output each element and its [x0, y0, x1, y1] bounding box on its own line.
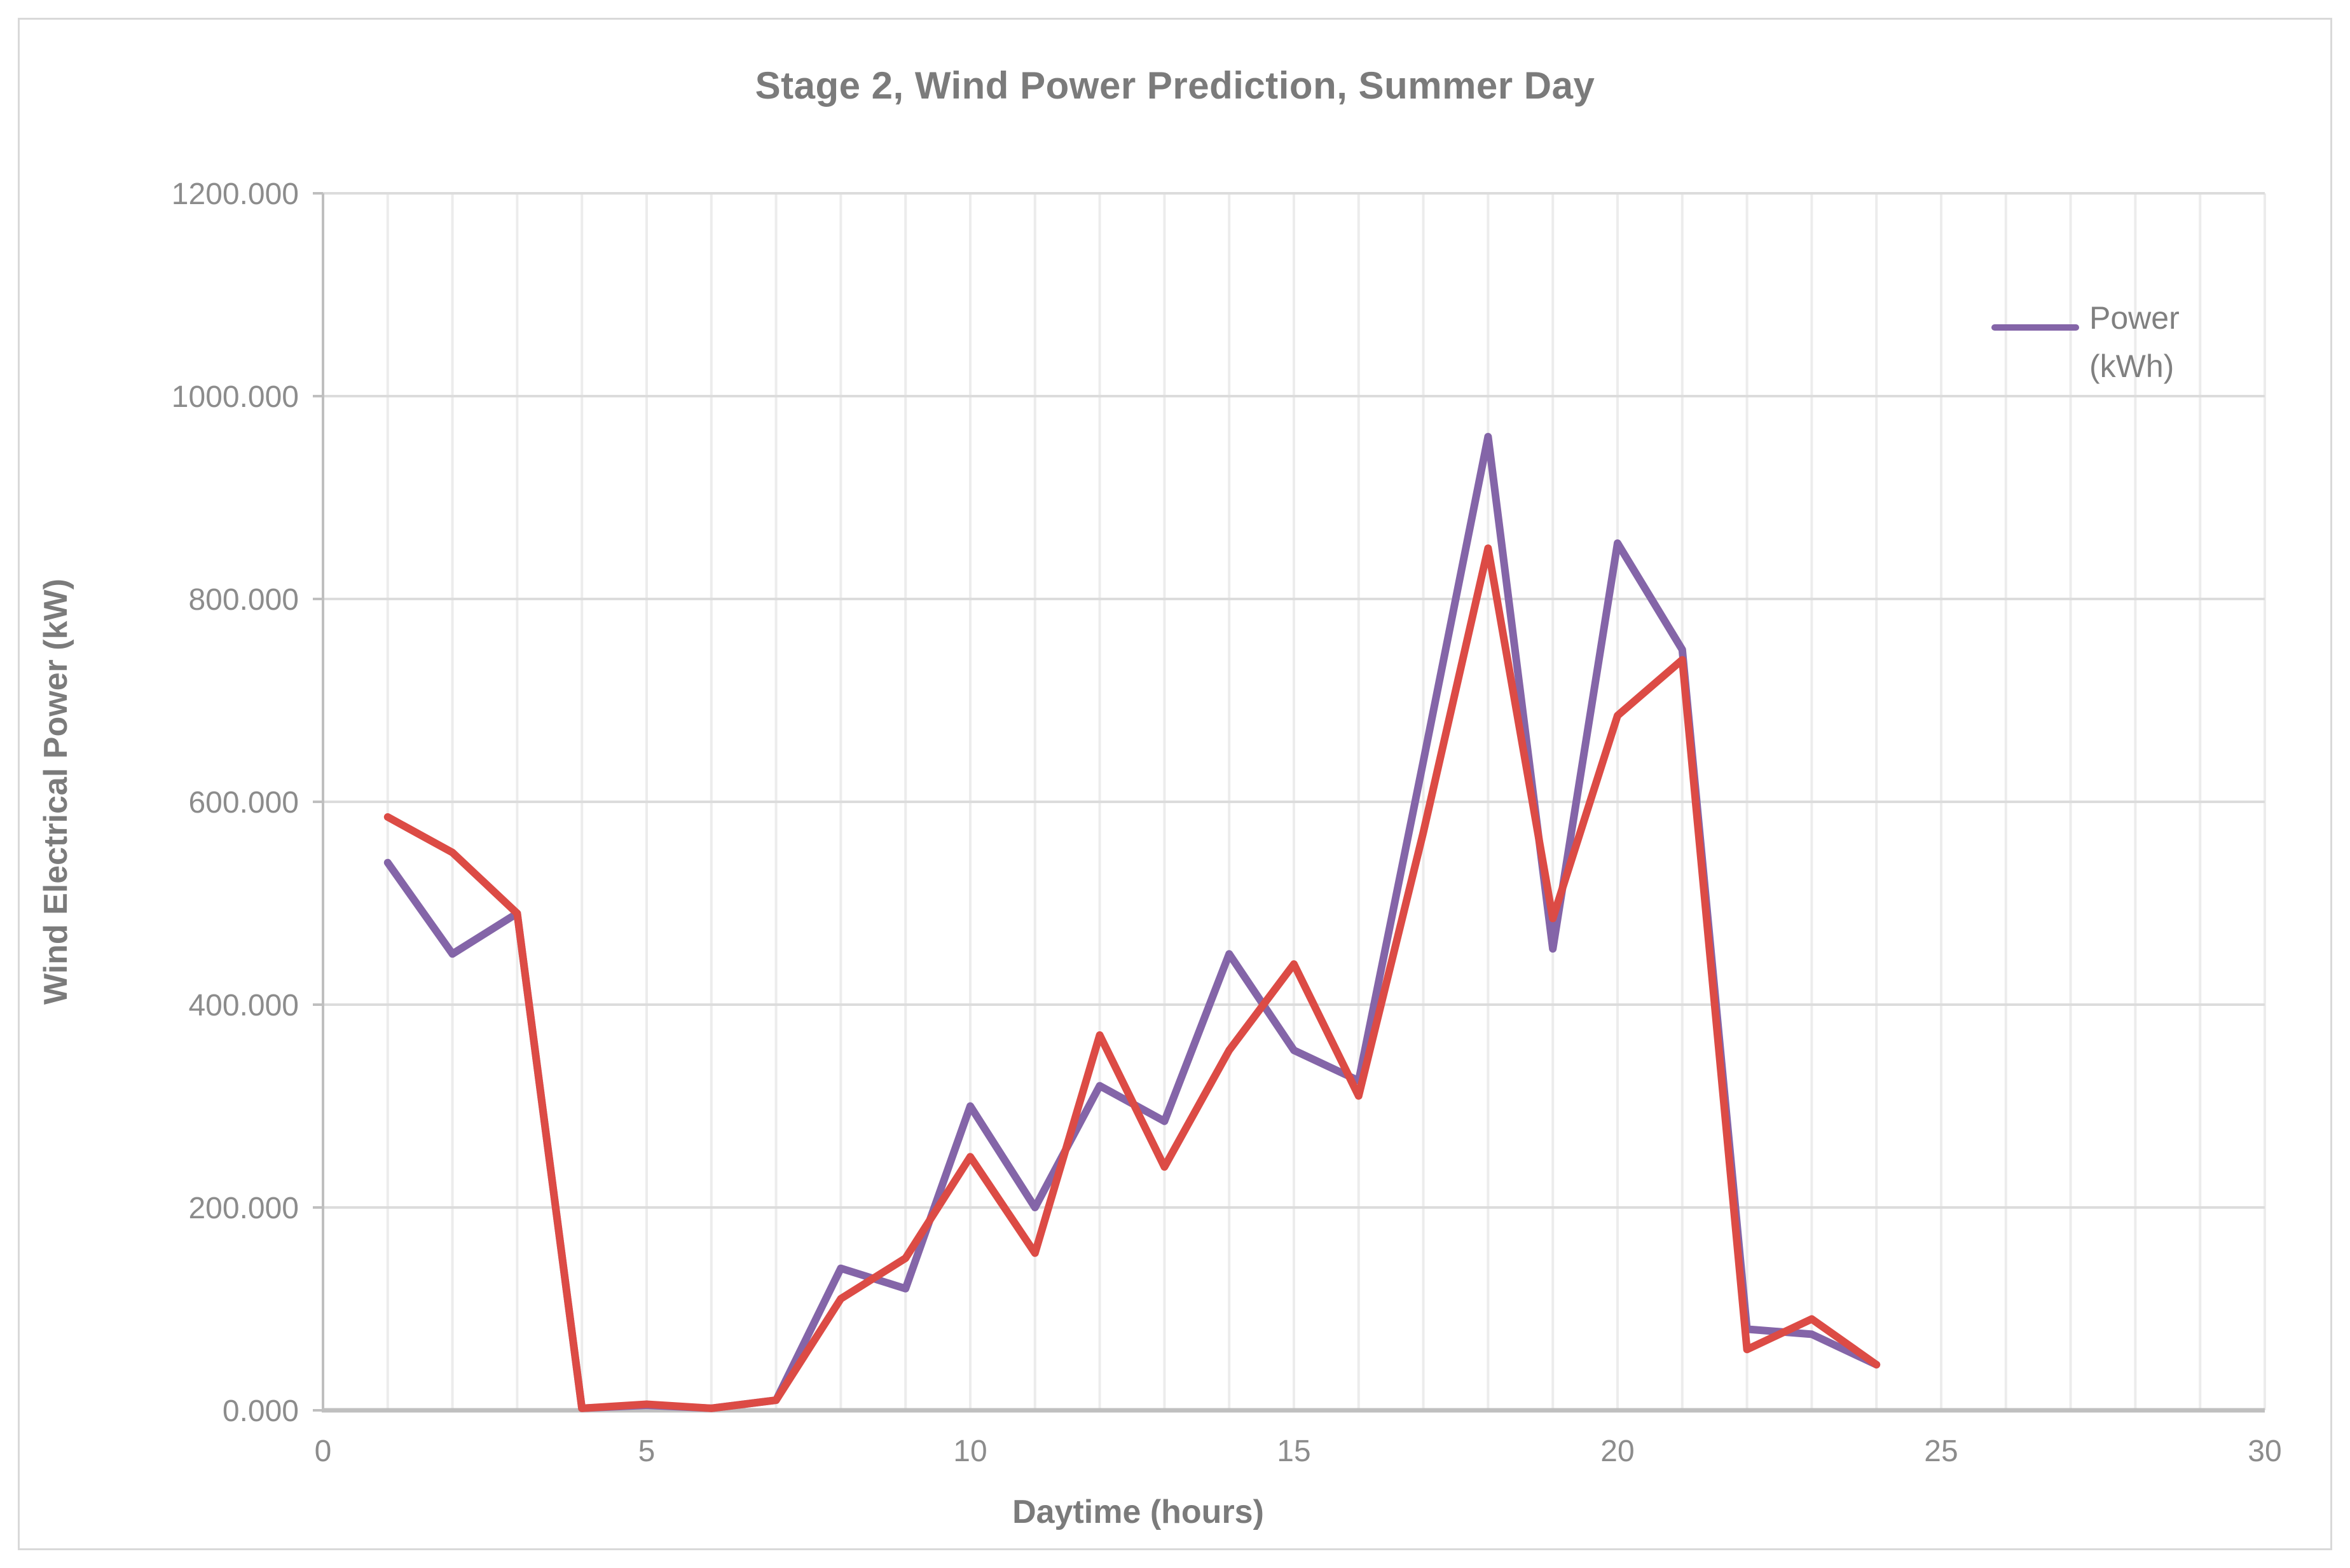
- svg-text:30: 30: [2248, 1434, 2281, 1468]
- svg-text:0: 0: [315, 1434, 332, 1468]
- svg-text:800.000: 800.000: [188, 583, 299, 617]
- svg-text:1000.000: 1000.000: [172, 380, 299, 414]
- legend-label-line2: (kWh): [2089, 348, 2175, 384]
- series-power-line: [383, 432, 1881, 1412]
- svg-text:1200.000: 1200.000: [172, 177, 299, 211]
- x-axis-title: Daytime (hours): [1012, 1494, 1264, 1530]
- legend-line-swatch: [1991, 324, 2079, 331]
- svg-text:15: 15: [1277, 1434, 1310, 1468]
- chart-outer-border: [18, 18, 2332, 1550]
- svg-text:10: 10: [953, 1434, 987, 1468]
- horizontal-gridlines: [323, 192, 2265, 1209]
- svg-text:5: 5: [638, 1434, 656, 1468]
- legend-label-line1: Power: [2089, 300, 2180, 336]
- svg-text:600.000: 600.000: [188, 786, 299, 820]
- svg-text:20: 20: [1600, 1434, 1634, 1468]
- axis-lines: [313, 192, 2265, 1413]
- x-tick-labels: 0 5 10 15 20 25 30: [315, 1434, 2282, 1468]
- chart-title: Stage 2, Wind Power Prediction, Summer D…: [755, 64, 1595, 107]
- svg-text:200.000: 200.000: [188, 1192, 299, 1225]
- svg-text:25: 25: [1924, 1434, 1958, 1468]
- svg-text:0.000: 0.000: [223, 1394, 299, 1428]
- series-red-line: [383, 544, 1881, 1412]
- legend-label: Power (kWh): [2089, 294, 2180, 390]
- svg-text:400.000: 400.000: [188, 989, 299, 1022]
- y-tick-labels: 0.000 200.000 400.000 600.000 800.000 1000.00…: [172, 177, 299, 1428]
